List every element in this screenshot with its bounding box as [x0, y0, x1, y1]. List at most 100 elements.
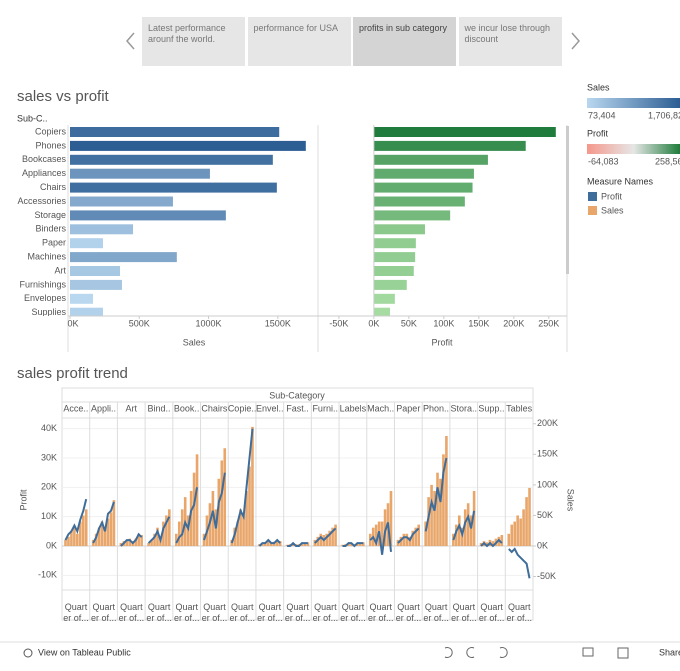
share-button[interactable]: Share	[659, 647, 680, 657]
prev-arrow[interactable]	[126, 32, 135, 50]
bar	[424, 521, 427, 546]
line	[203, 472, 226, 541]
story-point[interactable]: profits in sub category	[353, 17, 456, 66]
bar	[469, 515, 473, 546]
y2-tick-label: 100K	[537, 479, 558, 489]
y2-tick-label: 200K	[537, 418, 558, 428]
bar	[140, 535, 143, 546]
x-axis-label: Quarter of...	[284, 602, 311, 623]
next-arrow[interactable]	[571, 32, 580, 50]
bar	[373, 238, 416, 249]
x2-tick-label: 100K	[433, 318, 454, 328]
y-tick-label: Binders	[35, 224, 66, 234]
bar	[70, 266, 121, 276]
bar	[147, 542, 150, 546]
bar	[67, 536, 70, 546]
bar	[373, 168, 474, 179]
bar	[186, 515, 190, 546]
bar	[70, 210, 226, 221]
bar	[220, 460, 224, 546]
x-axis-title: Sales	[183, 337, 206, 347]
x-axis-label: Quarter of...	[423, 602, 449, 623]
line	[120, 532, 143, 547]
legend-swatch	[588, 206, 597, 215]
x-axis-label: Quarter of...	[146, 602, 172, 623]
bar	[70, 530, 73, 546]
bar	[300, 542, 304, 546]
x-axis-label: Quarter of...	[118, 602, 145, 623]
facet-label: Paper	[396, 403, 420, 413]
bar	[373, 279, 407, 290]
story-point[interactable]: performance for USA	[247, 17, 351, 66]
bar	[455, 524, 458, 546]
y-tick-label: Furnishings	[19, 279, 66, 289]
bar	[334, 524, 337, 546]
facet-label: Stora..	[450, 403, 477, 413]
bar	[374, 524, 378, 546]
bar	[319, 533, 323, 546]
bar	[516, 515, 519, 546]
bar	[70, 307, 103, 316]
y-tick-label: Chairs	[40, 182, 67, 192]
bar	[331, 527, 334, 546]
bar	[70, 140, 306, 151]
bar	[70, 182, 277, 193]
x-tick-label: 500K	[129, 318, 150, 328]
y-tick-label: Storage	[34, 210, 66, 220]
facet-label: Labels	[340, 403, 367, 413]
bar	[242, 515, 245, 546]
bar	[485, 542, 489, 546]
story-point[interactable]: we incur lose through discount	[458, 17, 562, 66]
x-tick-label: 0K	[67, 318, 78, 328]
legend-max: 258,56	[655, 156, 680, 166]
x-axis-label: Quarter of...	[63, 602, 89, 623]
legend-ramp	[587, 144, 680, 154]
y2-tick-label: 150K	[537, 449, 558, 459]
line	[230, 428, 254, 544]
facet-label: Mach..	[367, 403, 394, 413]
bar	[223, 448, 227, 546]
x-tick-label: 1000K	[196, 318, 222, 328]
line	[369, 522, 392, 555]
bar	[70, 154, 273, 165]
bar	[125, 539, 129, 546]
line	[508, 547, 531, 579]
bar	[264, 542, 267, 546]
bar	[414, 527, 418, 546]
bar	[373, 140, 526, 151]
bar	[389, 491, 393, 546]
y2-tick-label: 50K	[537, 510, 553, 520]
y2-axis-title: Sales	[566, 489, 576, 512]
bar	[359, 542, 362, 546]
facet-label: Fast..	[286, 403, 309, 413]
bar	[106, 518, 110, 546]
chart-title: sales vs profit	[17, 88, 110, 105]
y-tick-label: Envelopes	[24, 293, 67, 303]
bar	[78, 521, 82, 546]
bar	[153, 533, 156, 546]
story-point[interactable]: Latest performance arounf the world.	[142, 17, 245, 66]
toolbar-icon[interactable]	[617, 647, 629, 659]
x-axis-label: Quarter of...	[229, 602, 255, 623]
bar	[373, 266, 414, 276]
y-tick-label: Phones	[35, 140, 66, 150]
view-link[interactable]: View on Tableau Public	[38, 647, 131, 657]
bar	[373, 307, 390, 316]
y-tick-label: 20K	[41, 482, 57, 492]
bar	[373, 224, 425, 235]
y-axis-title: Profit	[18, 489, 28, 511]
bar	[81, 515, 85, 546]
bar	[189, 491, 193, 546]
bar	[180, 509, 184, 546]
bar	[383, 509, 387, 546]
toolbar-icons[interactable]	[444, 647, 508, 658]
x2-tick-label: 150K	[468, 318, 489, 328]
toolbar-icon[interactable]	[582, 647, 594, 657]
bar	[70, 224, 134, 235]
x-axis-label: Quarter of...	[340, 602, 366, 623]
bar	[373, 182, 473, 193]
line	[342, 542, 364, 548]
bar	[103, 527, 107, 546]
bar	[119, 542, 123, 546]
